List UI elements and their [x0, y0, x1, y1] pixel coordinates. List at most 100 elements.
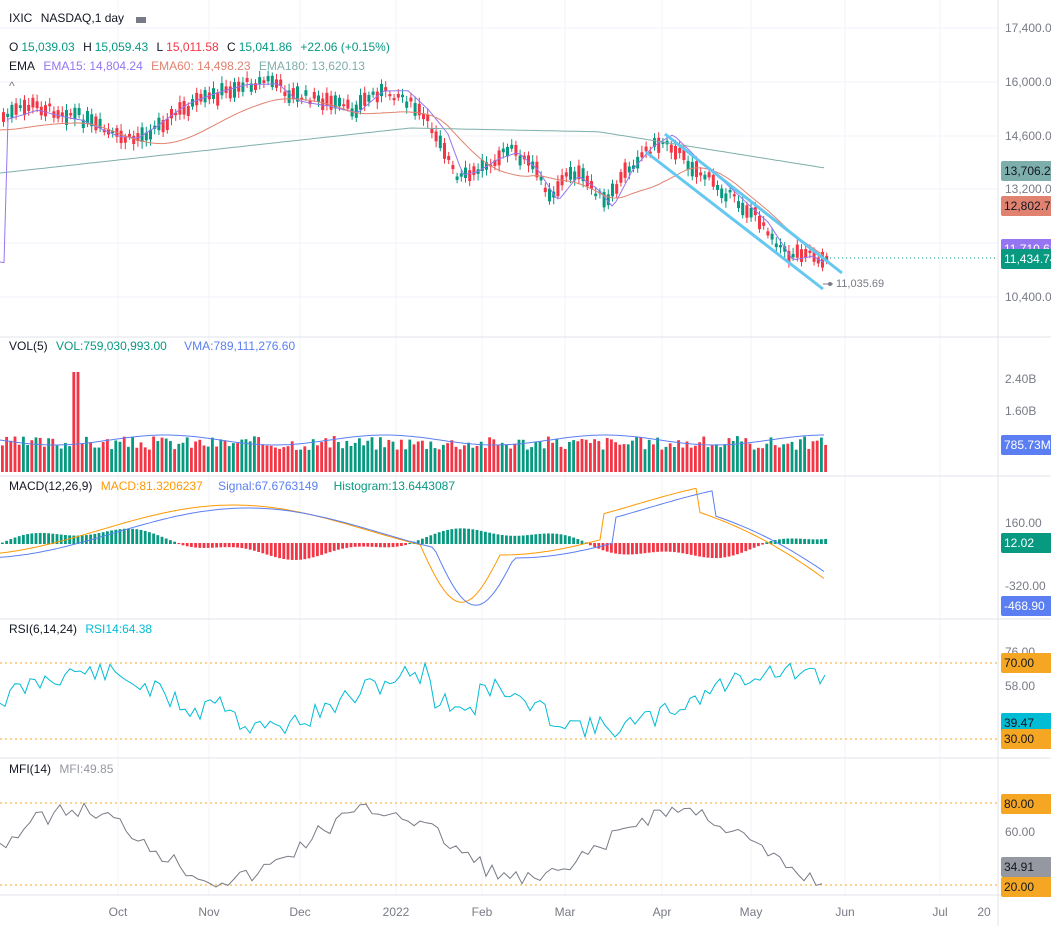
- rsi-legend[interactable]: RSI(6,14,24) RSI14:64.38: [9, 622, 157, 636]
- candle-body: [741, 202, 745, 216]
- volume-bar: [353, 442, 357, 472]
- volume-bar: [505, 444, 508, 472]
- volume-bar: [5, 436, 8, 472]
- candle-body: [170, 108, 173, 119]
- volume-bar: [38, 437, 42, 472]
- volume-bar: [261, 444, 265, 472]
- volume-bar: [412, 444, 416, 472]
- macd-histogram-bar: [135, 529, 139, 544]
- macd-histogram-bar: [471, 529, 475, 544]
- volume-bar: [677, 440, 680, 472]
- vol-axis-label: 1.60B: [1005, 404, 1037, 418]
- candle-body: [262, 80, 266, 84]
- macd-legend[interactable]: MACD(12,26,9) MACD:81.3206237 Signal:67.…: [9, 479, 460, 493]
- volume-bar: [589, 443, 592, 472]
- volume-bar: [635, 436, 638, 472]
- macd-histogram-bar: [299, 543, 302, 560]
- volume-bar: [106, 439, 109, 472]
- macd-histogram-bar: [114, 529, 118, 544]
- candle-body: [543, 187, 547, 193]
- volume-bar: [370, 437, 374, 472]
- ema15-line: [0, 83, 825, 264]
- macd-histogram-bar: [143, 530, 147, 544]
- macd-histogram-bar: [769, 540, 773, 544]
- volume-bar: [391, 441, 395, 472]
- macd-histogram-bar: [324, 543, 328, 554]
- candle-body: [123, 136, 127, 143]
- candle-body: [594, 193, 598, 197]
- mfi-legend[interactable]: MFI(14) MFI:49.85: [9, 762, 118, 776]
- macd-histogram-bar: [257, 543, 260, 552]
- candle-body: [186, 106, 190, 117]
- macd-histogram-bar: [794, 538, 798, 544]
- collapse-legend-icon[interactable]: ^: [9, 79, 15, 93]
- candle-body: [165, 118, 169, 130]
- macd-histogram-bar: [710, 543, 714, 559]
- time-axis-label: May: [739, 905, 763, 919]
- candle-body: [556, 181, 560, 197]
- macd-histogram-bar: [332, 543, 336, 551]
- volume-bar: [799, 439, 802, 472]
- volume-bar: [542, 448, 546, 472]
- candle-body: [157, 117, 161, 131]
- macd-histogram-bar: [194, 543, 197, 548]
- macd-histogram-bar: [370, 543, 374, 547]
- macd-histogram-bar: [391, 543, 395, 548]
- vol-legend[interactable]: VOL(5) VOL:759,030,993.00 VMA:789,111,27…: [9, 339, 300, 353]
- candle-body: [220, 83, 224, 96]
- volume-bar: [685, 441, 689, 472]
- candle-body: [392, 97, 396, 101]
- candle-body: [422, 113, 425, 120]
- volume-bar: [551, 442, 554, 472]
- volume-bar: [580, 438, 584, 472]
- data-window-icon[interactable]: [136, 14, 147, 24]
- volume-bar: [30, 440, 34, 472]
- macd-histogram-bar: [509, 535, 512, 544]
- candle-body: [770, 233, 774, 240]
- candle-body: [728, 189, 732, 193]
- ema-label: EMA: [9, 59, 36, 73]
- volume-bar: [366, 440, 370, 472]
- candle-body: [149, 129, 152, 140]
- candle-body: [354, 104, 358, 118]
- volume-bar: [303, 446, 307, 472]
- macd-histogram-bar: [467, 528, 470, 544]
- candle-body: [438, 135, 442, 149]
- symbol-name[interactable]: IXIC: [9, 11, 33, 25]
- volume-bar: [269, 445, 273, 472]
- volume-bar: [681, 447, 685, 472]
- macd-histogram-bar: [656, 543, 659, 552]
- rsi-value-badge: 39.47: [1001, 713, 1051, 733]
- macd-histogram-bar: [618, 543, 622, 555]
- price-axis-label: 16,000.00: [1005, 75, 1051, 89]
- macd-histogram-bar: [694, 543, 697, 556]
- candle-body: [375, 91, 379, 103]
- volume-bar: [593, 439, 596, 472]
- macd-histogram-bar: [500, 535, 504, 544]
- low-label: L: [156, 40, 164, 54]
- mfi-upper-badge: 80.00: [1001, 794, 1051, 814]
- candle-body: [669, 144, 673, 153]
- macd-histogram-bar: [26, 534, 29, 544]
- candle-body: [598, 191, 602, 194]
- macd-histogram-bar: [551, 533, 554, 544]
- candle-body: [606, 194, 610, 206]
- macd-histogram-bar: [488, 532, 491, 544]
- candle-body: [455, 176, 459, 180]
- macd-histogram-bar: [51, 533, 55, 544]
- signal-value: Signal:67.6763149: [218, 479, 319, 493]
- volume-bar: [526, 449, 529, 472]
- candle-body: [413, 103, 417, 116]
- candle-body: [6, 113, 10, 117]
- signal-line: [0, 490, 825, 606]
- ema-legend[interactable]: EMA EMA15: 14,804.24 EMA60: 14,498.23 EM…: [9, 59, 370, 73]
- macd-histogram-bar: [605, 543, 609, 552]
- candle-body: [350, 108, 354, 117]
- vma-value: VMA:789,111,276.60: [184, 339, 296, 353]
- macd-histogram-bar: [782, 538, 785, 544]
- mfi-value: MFI:49.85: [59, 762, 114, 776]
- volume-bar: [698, 442, 701, 472]
- candle-body: [800, 249, 803, 262]
